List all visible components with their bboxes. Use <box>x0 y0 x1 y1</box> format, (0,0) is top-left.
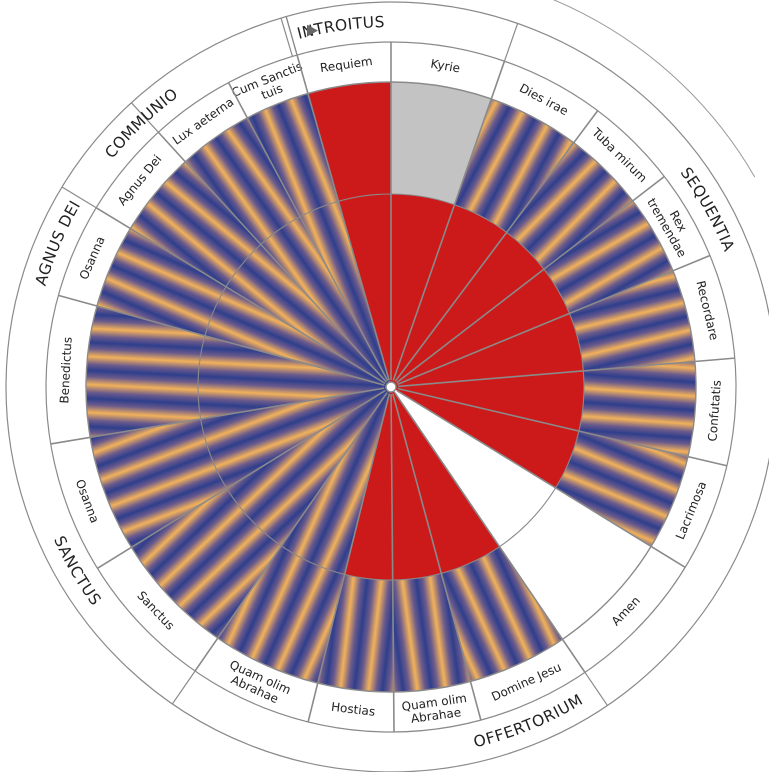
movement-divider <box>397 254 711 386</box>
movement-divider <box>390 393 395 732</box>
movement-divider <box>397 387 728 467</box>
movement-ring-inner <box>85 81 697 693</box>
movement-divider <box>50 387 385 445</box>
movement-divider <box>194 392 388 672</box>
movement-label: Hostias <box>330 700 376 719</box>
movement-label-group: Quam olimAbrahae <box>401 691 470 727</box>
section-divider <box>130 102 159 133</box>
outer-arc-decoration <box>552 0 756 178</box>
wedge-stripes <box>90 387 392 548</box>
section-divider <box>280 17 294 57</box>
wedge-stripes <box>131 387 391 639</box>
movement-divider <box>58 294 385 386</box>
wedge-stripes <box>130 161 391 387</box>
movement-divider <box>227 82 389 382</box>
movement-divider <box>396 175 665 384</box>
section-divider <box>584 672 608 706</box>
wedge-solid <box>344 387 393 580</box>
movement-label: Benedictus <box>57 337 74 404</box>
wedge-solid <box>391 387 579 488</box>
wedge-solid <box>391 313 584 387</box>
wedge-stripes <box>247 93 391 388</box>
movement-divider <box>392 60 506 381</box>
wedge-solid <box>391 269 570 387</box>
wedge-stripes <box>96 228 391 387</box>
wedge-solid <box>391 370 584 432</box>
section-divider <box>61 186 97 209</box>
movement-divider <box>296 54 390 381</box>
wedge-solid <box>391 232 544 387</box>
movement-label-group: Kyrie <box>429 57 461 76</box>
movement-divider <box>394 110 599 382</box>
movement-label-group: Confutatis <box>705 380 723 442</box>
movement-divider <box>392 393 482 721</box>
movement-divider <box>95 207 386 385</box>
wedge-solid <box>391 204 507 387</box>
center-hole <box>385 381 397 393</box>
wedge-empty <box>391 387 652 640</box>
wedge-solid <box>391 387 500 574</box>
overlay-layer <box>307 24 397 393</box>
movement-label: Confutatis <box>705 380 723 442</box>
wedge-outer <box>307 82 391 202</box>
movement-label: Quam olimAbrahae <box>401 691 470 727</box>
movement-divider <box>396 389 686 568</box>
wedge-stripes <box>85 306 392 438</box>
divider-lines <box>50 42 735 732</box>
movement-divider <box>157 131 387 383</box>
movement-label: Kyrie <box>429 57 461 76</box>
wedge-stripes <box>185 117 391 387</box>
movement-divider <box>307 393 391 723</box>
decorative-outer-arc <box>552 0 756 178</box>
inner-guide-ring <box>197 193 585 581</box>
wedge-inner <box>391 194 455 387</box>
section-divider <box>171 670 196 705</box>
movement-label-group: Benedictus <box>57 337 74 404</box>
movement-divider <box>397 357 735 388</box>
movement-label-group: Hostias <box>330 700 376 719</box>
wedge-stripes <box>217 387 391 684</box>
wedge-outer <box>391 82 492 205</box>
section-divider <box>503 23 519 62</box>
play-icon <box>307 24 318 37</box>
section-divider <box>285 16 298 56</box>
movement-divider <box>97 389 386 569</box>
